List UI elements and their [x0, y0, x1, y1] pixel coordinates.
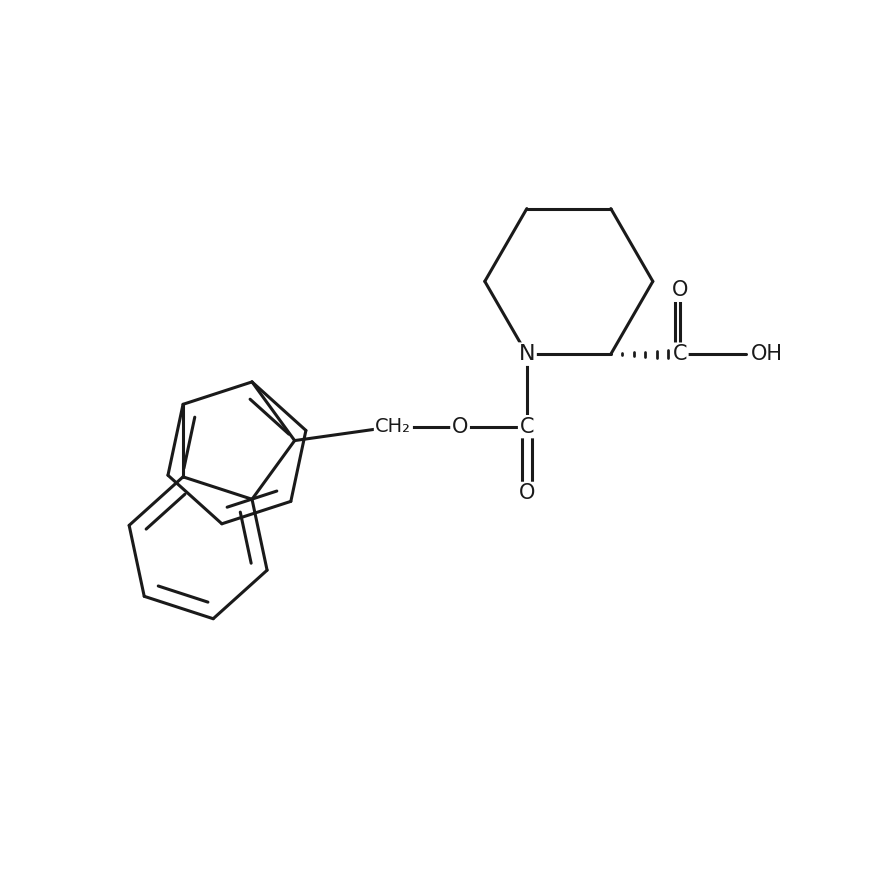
Text: CH₂: CH₂ — [376, 417, 411, 436]
Text: O: O — [672, 280, 688, 300]
Text: O: O — [452, 417, 468, 437]
Text: OH: OH — [751, 344, 783, 364]
Text: O: O — [519, 483, 535, 504]
Text: C: C — [673, 344, 687, 364]
Text: C: C — [520, 417, 534, 437]
Text: N: N — [519, 344, 535, 364]
